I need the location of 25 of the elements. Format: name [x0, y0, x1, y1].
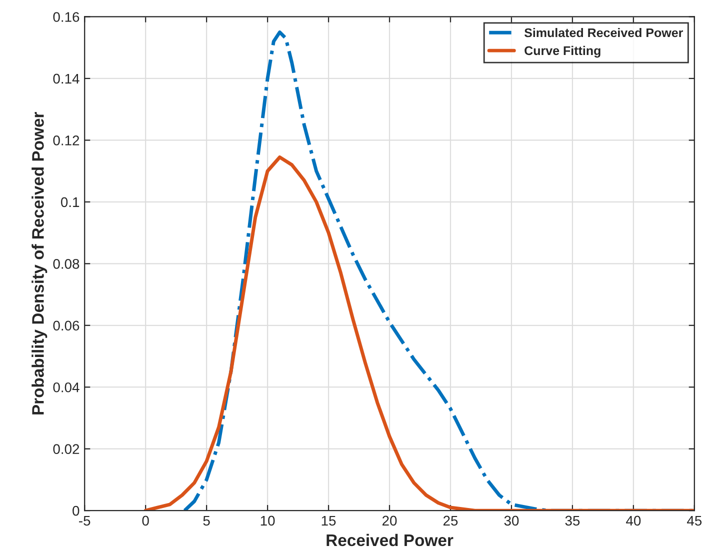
y-tick-label: 0.08: [53, 258, 80, 269]
y-tick-label: 0.02: [53, 444, 80, 454]
x-tick-label: 40: [626, 516, 641, 526]
x-tick-label: 5: [203, 516, 210, 526]
legend-label: Simulated Received Power: [524, 28, 683, 38]
y-axis-title: Probability Density of Received Power: [32, 112, 48, 414]
y-tick-label: 0.12: [53, 136, 80, 146]
x-tick-label: 45: [687, 516, 702, 526]
x-axis-title: Received Power: [326, 534, 454, 546]
legend-label: Curve Fitting: [524, 46, 600, 58]
y-tick-label: 0: [72, 506, 80, 516]
x-tick-label: 25: [443, 516, 458, 526]
y-tick-label: 0.14: [53, 74, 80, 84]
y-tick-label: 0.1: [60, 197, 80, 208]
x-tick-label: 0: [142, 516, 149, 526]
x-tick-label: 20: [382, 516, 397, 526]
x-tick-label: 35: [565, 516, 580, 526]
x-tick-label: -5: [79, 516, 90, 526]
x-tick-label: 10: [260, 516, 275, 526]
x-tick-label: 15: [322, 516, 336, 526]
y-tick-label: 0.06: [53, 320, 80, 331]
y-tick-label: 0.16: [53, 12, 80, 22]
line-series: [144, 155, 694, 511]
x-tick-label: 30: [504, 516, 519, 526]
y-tick-label: 0.04: [53, 382, 80, 392]
